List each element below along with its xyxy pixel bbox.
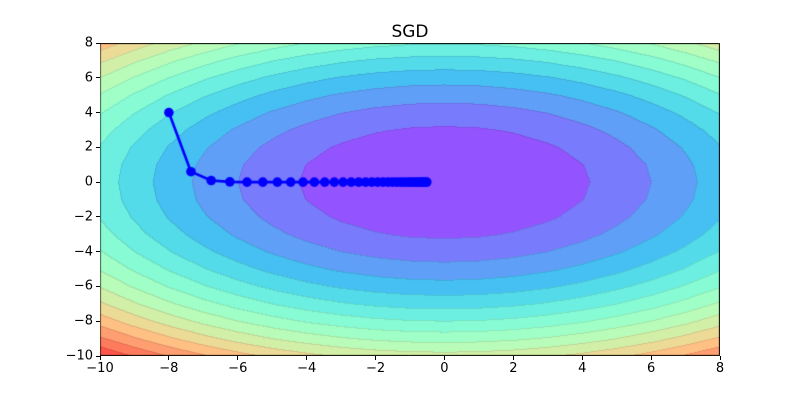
x-tick-mark — [375, 356, 377, 360]
x-tick-mark — [168, 356, 170, 360]
x-tick-mark — [719, 356, 721, 360]
y-tick-label: −4 — [73, 244, 93, 260]
y-tick-mark — [96, 146, 100, 148]
x-tick-label: −6 — [228, 361, 248, 376]
x-tick-mark — [581, 356, 583, 360]
y-tick-label: 4 — [84, 105, 93, 121]
y-tick-mark — [96, 355, 100, 357]
x-tick-label: 0 — [440, 361, 449, 376]
x-tick-mark — [443, 356, 445, 360]
y-tick-mark — [96, 112, 100, 114]
x-tick-mark — [237, 356, 239, 360]
x-tick-mark — [306, 356, 308, 360]
y-tick-mark — [96, 251, 100, 253]
y-tick-label: −6 — [73, 278, 93, 294]
contour-plot-canvas — [100, 43, 720, 356]
x-tick-mark — [99, 356, 101, 360]
x-tick-mark — [650, 356, 652, 360]
y-tick-label: 6 — [84, 70, 93, 86]
y-tick-label: −8 — [73, 313, 93, 329]
y-tick-mark — [96, 181, 100, 183]
y-tick-mark — [96, 285, 100, 287]
x-tick-label: 4 — [578, 361, 587, 376]
x-tick-label: 6 — [646, 361, 656, 376]
x-tick-mark — [512, 356, 514, 360]
plot-title: SGD — [391, 22, 429, 42]
y-tick-mark — [96, 320, 100, 322]
x-tick-label: −4 — [297, 361, 317, 376]
x-tick-label: −8 — [159, 361, 179, 376]
y-tick-label: −2 — [73, 209, 93, 225]
y-tick-mark — [96, 216, 100, 218]
y-tick-mark — [96, 42, 100, 44]
x-tick-label: −10 — [86, 361, 114, 376]
x-tick-label: 8 — [715, 361, 725, 376]
y-tick-label: 0 — [84, 174, 93, 190]
x-tick-label: −2 — [365, 361, 386, 376]
y-tick-label: −10 — [65, 348, 93, 364]
y-tick-label: 8 — [84, 35, 93, 51]
y-tick-mark — [96, 77, 100, 79]
x-tick-label: 2 — [509, 361, 518, 376]
y-tick-label: 2 — [84, 139, 93, 155]
